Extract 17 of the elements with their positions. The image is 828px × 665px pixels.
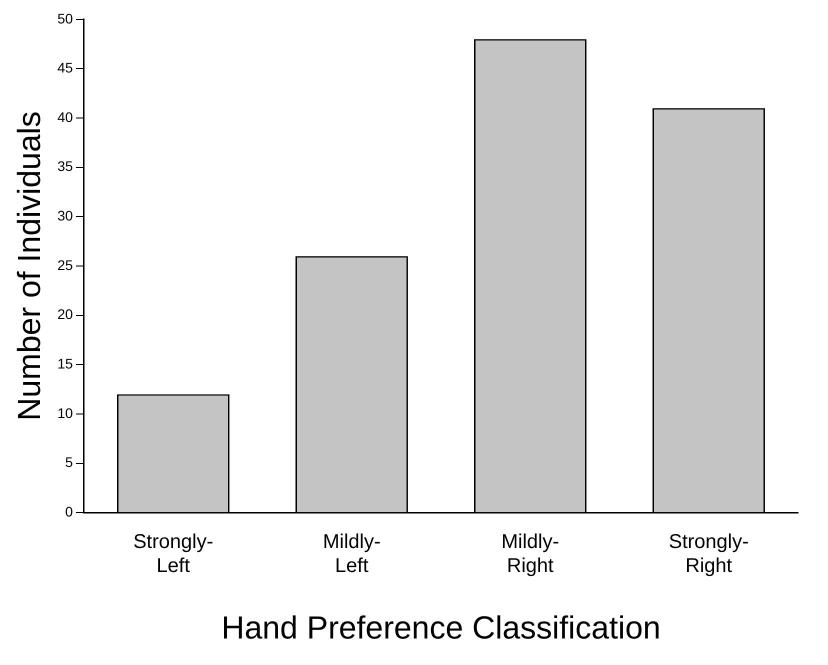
y-tick-label: 10 bbox=[57, 404, 74, 421]
y-axis-title: Number of Individuals bbox=[11, 111, 48, 421]
y-tick-label: 40 bbox=[57, 108, 74, 125]
y-tick-label: 50 bbox=[57, 10, 74, 26]
y-tick-label: 5 bbox=[65, 454, 74, 470]
x-tick-label: Strongly-Right bbox=[668, 531, 749, 578]
x-tick-label: Strongly-Left bbox=[133, 531, 214, 578]
x-axis-title: Hand Preference Classification bbox=[221, 610, 661, 646]
y-tick-label: 15 bbox=[57, 356, 74, 372]
y-tick-label: 20 bbox=[57, 306, 74, 322]
y-tick-label: 45 bbox=[57, 60, 74, 76]
y-tick-label: 25 bbox=[57, 256, 74, 273]
y-tick-label: 35 bbox=[57, 158, 74, 174]
x-tick-label: Mildly-Left bbox=[322, 531, 381, 578]
y-tick-label: 30 bbox=[57, 208, 74, 224]
x-tick-label: Mildly-Right bbox=[501, 531, 560, 578]
y-tick-label: 0 bbox=[65, 503, 74, 520]
